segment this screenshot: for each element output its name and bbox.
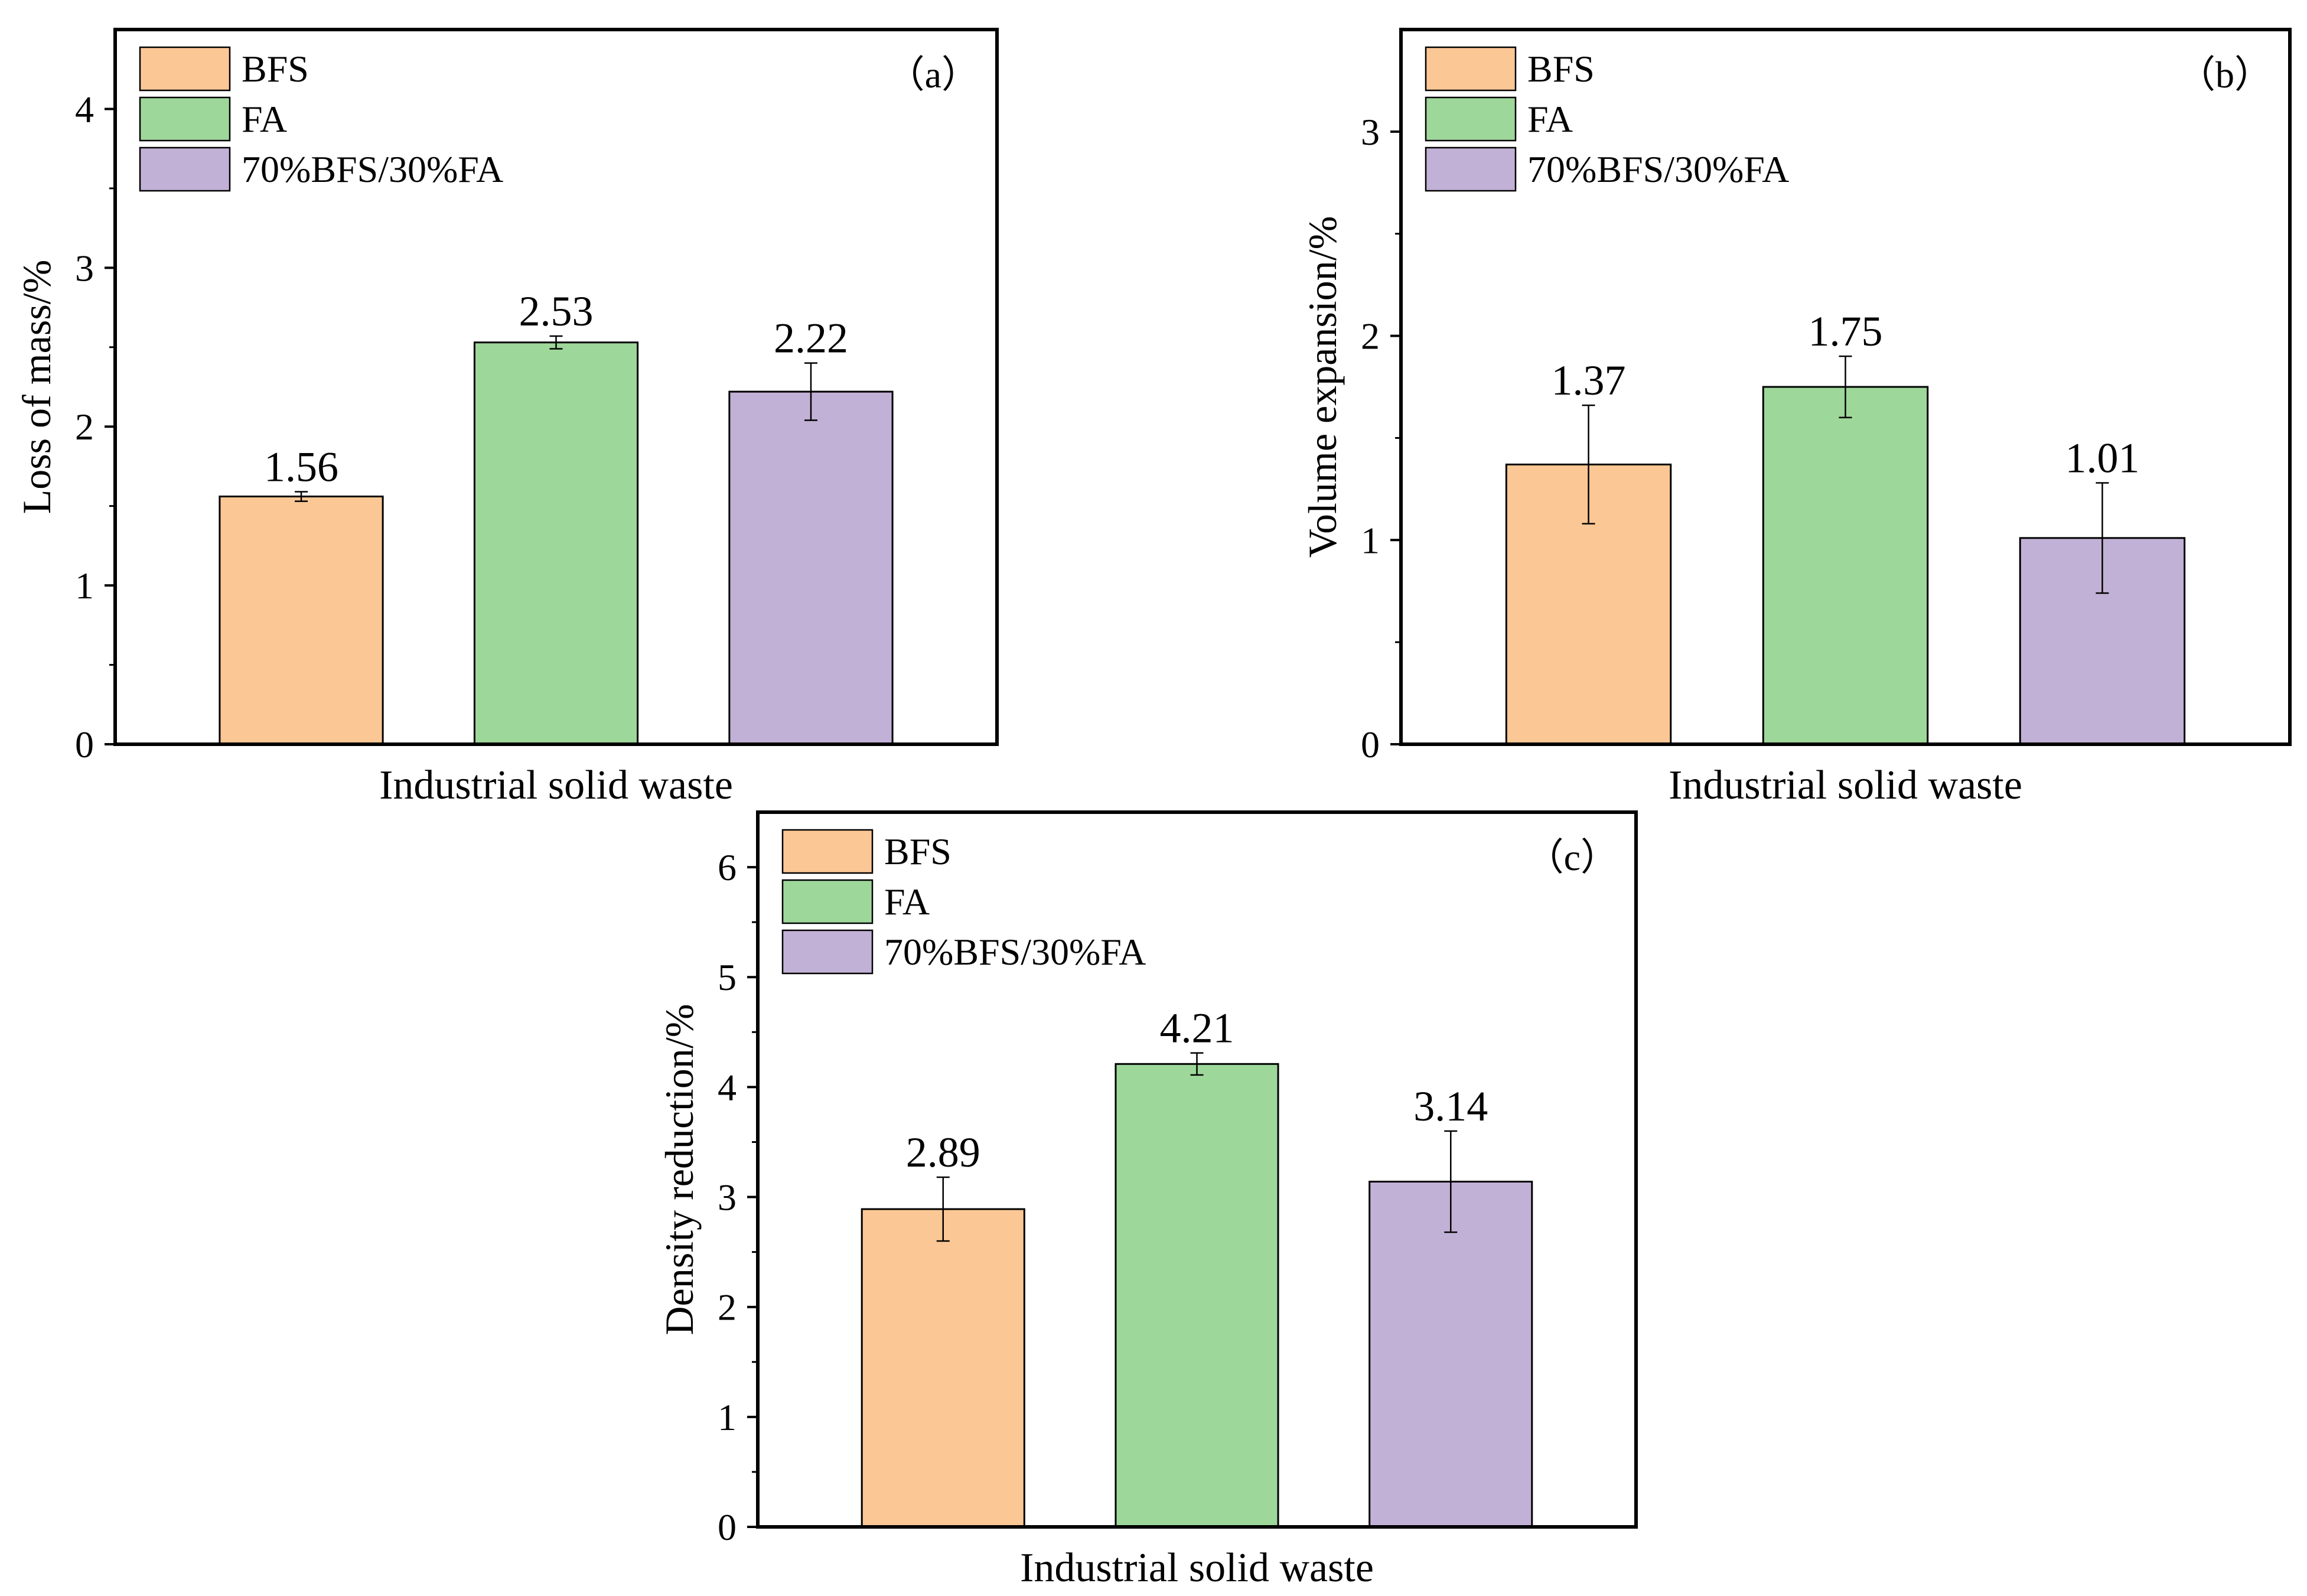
panel-label: （c） (1526, 836, 1618, 878)
y-tick-label: 1 (75, 565, 94, 607)
y-tick-label: 3 (75, 247, 94, 289)
legend-swatch (781, 829, 874, 874)
legend-swatch (1425, 46, 1517, 92)
plot-frame (756, 810, 1638, 1529)
x-axis-label: Industrial solid waste (379, 763, 733, 808)
error-bar (804, 362, 817, 421)
y-tick-label: 0 (1361, 724, 1380, 766)
error-bar (936, 1176, 950, 1242)
legend-swatch (139, 146, 231, 192)
bar-value-label: 4.21 (1160, 1005, 1234, 1052)
legend-swatch (139, 46, 231, 92)
bar-value-label: 2.53 (519, 288, 594, 335)
legend-label: BFS (884, 830, 952, 872)
y-tick-label: 2 (718, 1286, 737, 1328)
bar-bfs (861, 1208, 1025, 1528)
legend-label: BFS (1527, 48, 1595, 90)
legend-label: 70%BFS/30%FA (242, 148, 503, 190)
y-tick-label: 4 (75, 88, 94, 130)
y-axis-label: Volume expansion/% (1300, 216, 1345, 558)
bar-bfs (219, 496, 384, 745)
error-bar (549, 335, 563, 350)
legend-swatch (1425, 96, 1517, 142)
bar-70-bfs-30-fa (1368, 1180, 1533, 1528)
plot-frame (113, 28, 999, 746)
x-axis-label: Industrial solid waste (1669, 763, 2022, 808)
y-tick-label: 0 (75, 724, 94, 766)
y-tick-label: 5 (718, 956, 737, 998)
y-tick-label: 1 (1361, 519, 1380, 561)
panel-label: （a） (887, 54, 979, 96)
error-bar (2096, 482, 2109, 594)
error-bar (1582, 404, 1595, 525)
y-tick-label: 2 (1361, 315, 1380, 357)
y-tick-label: 6 (718, 846, 737, 888)
legend-label: FA (242, 98, 287, 140)
x-axis-label: Industrial solid waste (1020, 1545, 1374, 1591)
legend-label: 70%BFS/30%FA (1527, 148, 1789, 190)
bar-value-label: 3.14 (1413, 1083, 1488, 1130)
legend-swatch (1425, 146, 1517, 192)
error-bar (1444, 1130, 1458, 1233)
y-tick-label: 2 (75, 406, 94, 448)
legend-label: FA (1527, 98, 1573, 140)
bar-fa (1762, 386, 1929, 745)
legend-label: BFS (242, 48, 309, 90)
y-tick-label: 3 (718, 1177, 737, 1219)
panel-c-density-reduction-chart: 2.89 4.21 3.14 0 1 2 3 4 5 6 BFS FA 70%BFS/30%FA （… (657, 810, 1638, 1591)
y-tick-label: 1 (718, 1396, 737, 1438)
error-bar (1190, 1052, 1204, 1076)
plot-frame (1399, 28, 2292, 746)
legend-swatch (139, 96, 231, 142)
bar-70-bfs-30-fa (728, 390, 894, 745)
bar-value-label: 1.56 (264, 443, 338, 490)
y-tick-label: 3 (1361, 111, 1380, 153)
y-tick-label: 0 (718, 1506, 737, 1548)
bar-fa (473, 341, 639, 745)
panel-a-loss-of-mass-chart: 1.56 2.53 2.22 0 1 2 3 4 BFS FA 70%BFS/30%FA （a）… (14, 28, 999, 808)
bar-value-label: 1.37 (1552, 357, 1626, 404)
panel-label: （b） (2178, 54, 2272, 96)
y-axis-label: Density reduction/% (657, 1004, 702, 1336)
legend-swatch (781, 929, 874, 975)
bar-value-label: 2.22 (774, 315, 848, 362)
legend-swatch (781, 879, 874, 924)
bar-value-label: 1.75 (1809, 308, 1883, 355)
legend-label: 70%BFS/30%FA (884, 931, 1146, 973)
bar-fa (1115, 1063, 1279, 1528)
bar-value-label: 2.89 (906, 1129, 980, 1176)
y-tick-label: 4 (718, 1066, 737, 1108)
error-bar (1839, 355, 1852, 419)
legend-label: FA (884, 881, 930, 923)
bar-value-label: 1.01 (2065, 434, 2139, 481)
y-axis-label: Loss of mass/% (14, 260, 59, 514)
error-bar (295, 491, 308, 502)
